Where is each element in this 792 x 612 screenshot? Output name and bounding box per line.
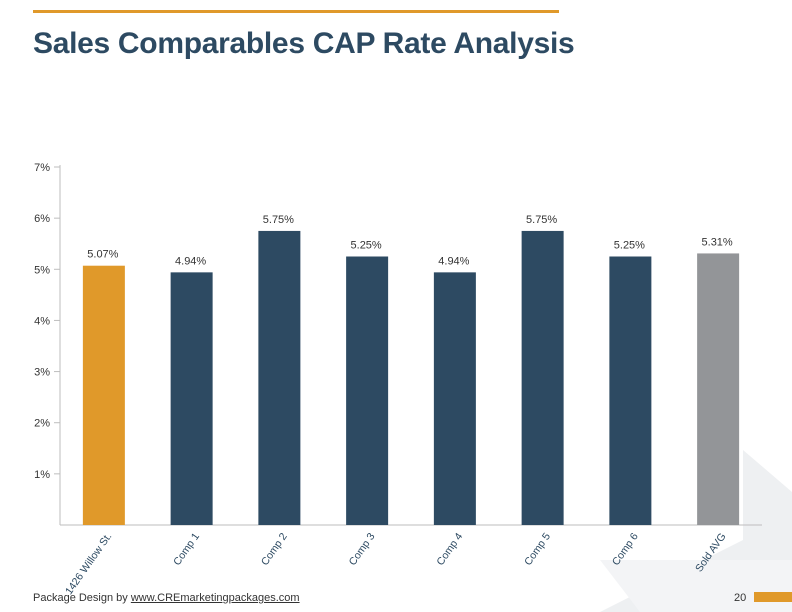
- category-label: Comp 6: [610, 531, 641, 568]
- category-label: Comp 2: [259, 531, 290, 568]
- bar: [521, 230, 564, 525]
- category-label: Sold AVG: [693, 531, 728, 575]
- category-label: 1426 Willow St.: [63, 531, 114, 597]
- bar-value-label: 5.75%: [263, 214, 294, 226]
- page-title: Sales Comparables CAP Rate Analysis: [33, 27, 575, 60]
- page-number: 20: [734, 592, 747, 604]
- bar: [258, 230, 301, 525]
- category-label: Comp 3: [347, 531, 378, 568]
- bar-value-label: 5.25%: [351, 240, 382, 252]
- y-tick-label: 5%: [34, 264, 50, 276]
- footer-link[interactable]: www.CREmarketingpackages.com: [130, 592, 300, 604]
- footer-prefix: Package Design by: [33, 592, 131, 604]
- y-tick-label: 4%: [34, 315, 50, 327]
- category-label: Comp 1: [171, 531, 202, 568]
- y-tick-label: 6%: [34, 213, 50, 225]
- bar: [697, 253, 740, 525]
- bar: [170, 272, 213, 525]
- y-tick-label: 2%: [34, 418, 50, 430]
- y-tick-label: 7%: [34, 162, 50, 174]
- bar: [609, 256, 652, 525]
- category-label: Comp 4: [434, 531, 465, 568]
- category-label: Comp 5: [522, 531, 553, 568]
- footer-credit: Package Design by www.CREmarketingpackag…: [33, 592, 300, 604]
- bar: [82, 265, 125, 525]
- title-accent-rule: [33, 10, 559, 13]
- bar-value-label: 5.31%: [702, 236, 733, 248]
- bar: [346, 256, 389, 525]
- bar: [433, 272, 476, 525]
- y-tick-label: 1%: [34, 469, 50, 481]
- bar-value-label: 5.75%: [526, 214, 557, 226]
- bar-value-label: 5.07%: [87, 249, 118, 261]
- bar-value-label: 4.94%: [438, 255, 469, 267]
- bar-value-label: 4.94%: [175, 255, 206, 267]
- bar-value-label: 5.25%: [614, 240, 645, 252]
- y-tick-label: 3%: [34, 367, 50, 379]
- page-tab-accent: [754, 592, 792, 602]
